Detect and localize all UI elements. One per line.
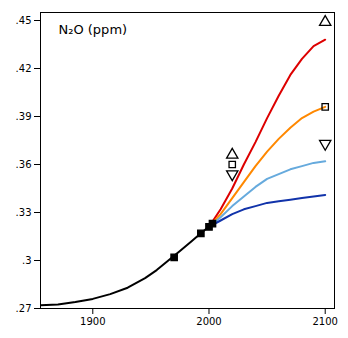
svg-text:.36: .36 bbox=[16, 159, 32, 170]
svg-text:.39: .39 bbox=[16, 111, 32, 122]
svg-text:N₂O (ppm): N₂O (ppm) bbox=[59, 22, 128, 37]
svg-text:.42: .42 bbox=[16, 63, 32, 74]
svg-text:.45: .45 bbox=[16, 15, 32, 26]
svg-text:2100: 2100 bbox=[312, 316, 337, 327]
svg-text:.33: .33 bbox=[16, 207, 32, 218]
svg-text:2000: 2000 bbox=[196, 316, 221, 327]
svg-text:1900: 1900 bbox=[80, 316, 105, 327]
svg-text:.27: .27 bbox=[16, 303, 32, 314]
svg-text:.3: .3 bbox=[22, 255, 32, 266]
